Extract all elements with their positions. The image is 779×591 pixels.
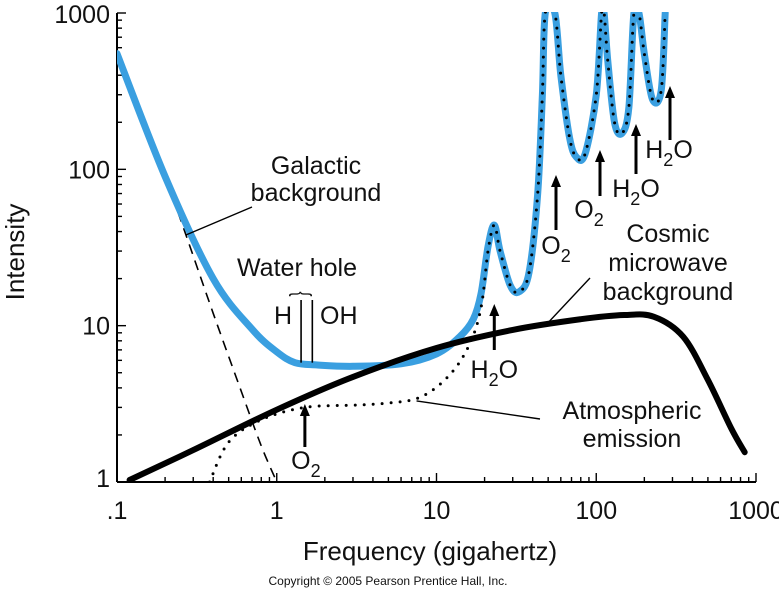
x-tick-label: 1 [270,497,284,525]
series-line-cosmic-microwave-background [126,311,748,482]
y-axis-title: Intensity [0,204,30,301]
x-tick-label: .1 [107,497,128,525]
label-h2o-3: H2O [645,136,693,170]
arrow-o2-1-head [299,404,310,416]
series-line-total [117,12,669,370]
water-hole-brace: } [285,291,313,296]
y-tick-label: 100 [68,156,110,184]
label-h2o-2: H2O [612,175,660,209]
leader-galactic [185,206,253,236]
arrow-o2-2-head [551,175,561,187]
series-group [117,12,748,482]
x-axis-title: Frequency (gigahertz) [303,536,557,566]
y-tick-label: 1000 [54,1,110,29]
label-cmb-line2: microwave [608,249,727,277]
label-cmb-line3: background [603,278,734,306]
arrow-h2o-1-head [489,304,500,316]
series-clip-group [117,12,748,482]
label-o2-1: O2 [291,447,320,481]
y-tick-label: 10 [82,313,110,341]
label-galactic-line2: background [251,179,382,207]
arrow-o2-3-head [595,150,605,162]
x-tick-label: 10 [423,497,451,525]
ticks: .1 1 10 100 1000 1 10 100 1000 [54,1,779,525]
leader-atmospheric [416,400,541,420]
label-h2o-1: H2O [471,356,519,390]
copyright-text: Copyright © 2005 Pearson Prentice Hall, … [269,574,508,588]
label-water-hole-oh: OH [320,302,358,330]
label-cmb-line1: Cosmic [626,220,709,248]
label-water-hole-h: H [274,302,292,330]
x-tick-label: 1000 [728,497,779,525]
leader-cmb [544,277,591,327]
label-o2-3: O2 [574,196,603,230]
x-tick-label: 100 [575,497,617,525]
label-water-hole: Water hole [237,254,357,282]
label-o2-2: O2 [541,232,570,266]
label-atmospheric-line2: emission [583,425,682,453]
y-tick-label: 1 [96,465,110,493]
arrow-h2o-2-head [631,124,641,136]
arrow-h2o-3-head [665,86,675,98]
label-atmospheric-line1: Atmospheric [563,397,702,425]
series-line-atmospheric-emission [208,12,667,482]
label-galactic-line1: Galactic [271,152,361,180]
